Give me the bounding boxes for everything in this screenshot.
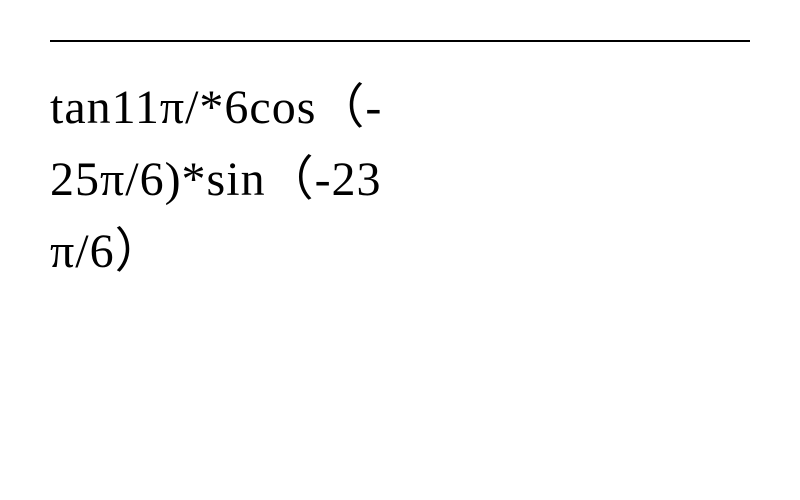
- math-expression-block: tan11π/*6cos（- 25π/6)*sin（-23 π/6）: [50, 72, 750, 288]
- document-container: tan11π/*6cos（- 25π/6)*sin（-23 π/6）: [0, 0, 800, 500]
- expression-line-1: tan11π/*6cos（-: [50, 72, 750, 144]
- horizontal-separator: [50, 40, 750, 42]
- expression-line-3: π/6）: [50, 216, 750, 288]
- expression-line-2: 25π/6)*sin（-23: [50, 144, 750, 216]
